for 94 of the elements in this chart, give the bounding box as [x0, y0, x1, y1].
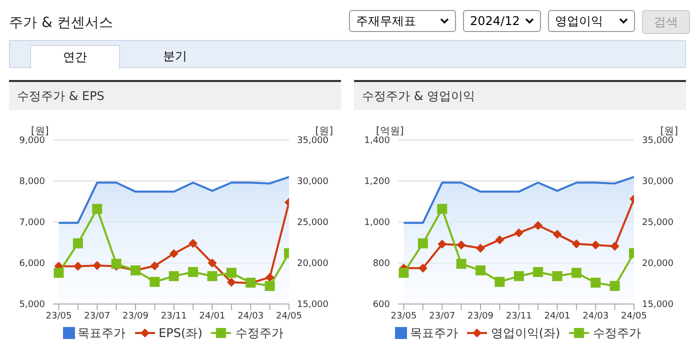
point: [398, 268, 409, 278]
point: [590, 278, 601, 288]
y-axis-title: [원]: [31, 125, 49, 137]
chart-title: 수정주가 & EPS: [9, 82, 341, 110]
point: [552, 271, 562, 282]
chart-title: 수정주가 & 영업이익: [354, 82, 686, 110]
point: [265, 272, 274, 282]
x-tick-label: 23/11: [160, 311, 187, 322]
x-tick-label: 24/03: [238, 311, 264, 322]
y2-tick-label: 35,000: [297, 136, 329, 146]
y2-tick-label: 20,000: [642, 259, 674, 270]
x-tick-label: 23/07: [429, 311, 456, 322]
y2-tick-label: 25,000: [297, 218, 329, 228]
y-tick-label: 8,000: [19, 177, 46, 188]
point: [514, 271, 524, 282]
x-tick-label: 24/05: [621, 311, 647, 322]
point: [514, 228, 524, 238]
point: [591, 240, 600, 250]
y-tick-label: 1,400: [364, 136, 390, 146]
y-tick-label: 9,000: [19, 136, 46, 146]
point: [150, 276, 160, 287]
legend-label: 목표주가: [78, 326, 126, 340]
y2-axis-title: [원]: [315, 125, 333, 137]
point: [610, 242, 620, 251]
y-tick-label: 7,000: [19, 218, 46, 228]
x-tick-label: 24/01: [199, 311, 226, 322]
point: [552, 230, 562, 239]
point: [456, 240, 466, 250]
point: [571, 268, 582, 278]
point: [437, 204, 448, 214]
text: 영업이익: [555, 12, 603, 30]
point: [264, 280, 275, 291]
x-tick-label: 24/05: [276, 311, 302, 322]
point: [188, 267, 198, 278]
x-tick-label: 23/05: [46, 311, 72, 322]
point: [438, 240, 447, 249]
point: [92, 260, 102, 270]
point: [169, 249, 178, 258]
legend-label: 영업이익(좌): [490, 326, 560, 340]
y-tick-label: 1,000: [364, 218, 390, 228]
y-tick-label: 6,000: [19, 259, 46, 270]
legend-label: 목표주가: [410, 326, 458, 340]
y2-tick-label: 20,000: [297, 259, 329, 270]
text: 2024/12: [470, 14, 520, 28]
y2-axis-title: [원]: [660, 125, 678, 137]
point: [207, 271, 218, 282]
point: [168, 271, 179, 282]
point: [72, 238, 83, 248]
point: [150, 261, 160, 270]
text: 연간: [30, 45, 120, 69]
point: [208, 258, 217, 268]
y-tick-label: 600: [372, 300, 390, 310]
x-tick-label: 24/03: [582, 311, 609, 322]
point: [73, 262, 82, 271]
point: [111, 258, 122, 269]
y-tick-label: 5,000: [19, 300, 46, 310]
point: [456, 258, 466, 269]
point: [54, 268, 64, 278]
point: [533, 267, 544, 278]
x-tick-label: 23/09: [122, 311, 149, 322]
x-tick-label: 23/09: [468, 311, 494, 322]
point: [494, 276, 505, 287]
text: 검색: [642, 10, 690, 34]
x-tick-label: 23/05: [390, 311, 417, 322]
point: [476, 265, 486, 276]
point: [226, 278, 236, 287]
y-axis-title: [억원]: [376, 125, 404, 137]
point: [610, 280, 620, 291]
legend-label: 수정주가: [593, 326, 642, 340]
y2-tick-label: 15,000: [297, 300, 329, 310]
point: [534, 220, 543, 230]
point: [476, 244, 486, 253]
y2-tick-label: 15,000: [642, 300, 674, 310]
y2-tick-label: 30,000: [642, 177, 674, 188]
point: [572, 239, 581, 248]
point: [92, 204, 102, 214]
point: [418, 264, 428, 273]
x-tick-label: 24/01: [544, 311, 570, 322]
x-tick-label: 23/11: [506, 311, 532, 322]
point: [226, 268, 236, 278]
text: 주재무제표: [356, 12, 416, 30]
y2-tick-label: 25,000: [642, 218, 674, 228]
legend-label: EPS(좌): [158, 326, 202, 340]
point: [188, 238, 198, 248]
legend-label: 수정주가: [235, 326, 284, 340]
x-tick-label: 23/07: [84, 311, 110, 322]
y-tick-label: 1,200: [364, 177, 390, 188]
y-tick-label: 800: [372, 259, 390, 270]
text: 주가 & 컨센서스: [9, 14, 113, 32]
point: [495, 235, 504, 244]
y2-tick-label: 35,000: [642, 136, 674, 146]
y2-tick-label: 30,000: [297, 177, 329, 188]
text: 분기: [162, 48, 188, 65]
point: [418, 238, 428, 248]
